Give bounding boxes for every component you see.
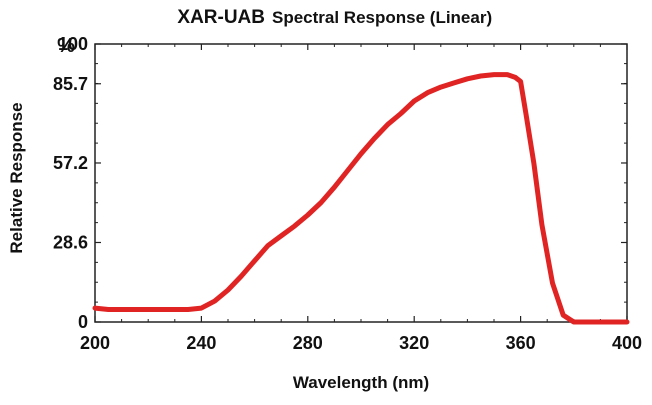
y-tick-label: 100	[58, 34, 88, 54]
y-axis-label: Relative Response	[7, 102, 26, 253]
x-tick-label: 320	[399, 333, 429, 353]
y-axis-unit: %	[57, 35, 75, 57]
x-tick-label: 240	[186, 333, 216, 353]
x-tick-label: 280	[293, 333, 323, 353]
chart-subtitle: Spectral Response (Linear)	[272, 8, 492, 27]
series-layer	[92, 72, 630, 325]
x-tick-label: 360	[506, 333, 536, 353]
x-tick-label: 200	[80, 333, 110, 353]
y-tick-label: 85.7	[53, 74, 88, 94]
y-tick-label: 57.2	[53, 153, 88, 173]
x-axis-label: Wavelength (nm)	[293, 373, 429, 392]
plot-area-frame	[94, 43, 628, 323]
chart-title: XAR-UAB	[177, 7, 265, 28]
series-line	[92, 72, 630, 325]
y-tick-label: 0	[78, 312, 88, 332]
tick-label-layer: 200 240 280 320 360 400 0 28.6 57.2 85.7 100	[53, 34, 642, 353]
x-tick-label: 400	[612, 333, 642, 353]
y-tick-label: 28.6	[53, 232, 88, 252]
tick-layer	[94, 43, 628, 323]
